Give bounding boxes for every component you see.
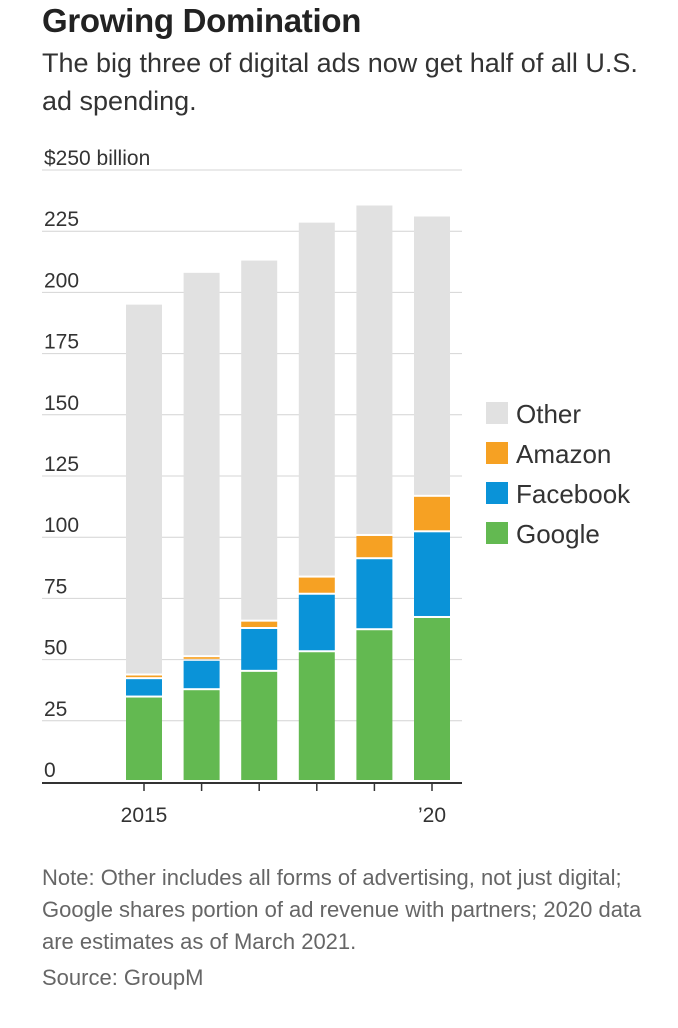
bar-facebook-2015 bbox=[126, 679, 162, 696]
bar-amazon-2017 bbox=[241, 621, 278, 627]
bar-google-2015 bbox=[126, 697, 162, 780]
axes: 0 25 50 75 100 125 150 175 200 225 $250 billion 201… bbox=[42, 147, 462, 827]
y-tick-label: 75 bbox=[44, 575, 67, 598]
bar-facebook-2018 bbox=[298, 594, 335, 651]
chart-title: Growing Domination bbox=[42, 2, 362, 39]
chart-note: Note: Other includes all forms of advert… bbox=[42, 865, 642, 954]
legend-swatch-amazon bbox=[486, 442, 508, 464]
bars bbox=[126, 205, 450, 780]
legend-label-facebook: Facebook bbox=[516, 479, 631, 509]
bar-other-2019 bbox=[356, 205, 393, 534]
legend-label-amazon: Amazon bbox=[516, 439, 611, 469]
x-tick-label: 2015 bbox=[121, 804, 168, 827]
legend: Other Amazon Facebook Google bbox=[486, 399, 631, 549]
bar-amazon-2018 bbox=[298, 577, 335, 593]
bar-google-2016 bbox=[183, 690, 220, 780]
x-tick-label: ’20 bbox=[418, 804, 446, 827]
y-tick-label: 50 bbox=[44, 637, 67, 660]
y-tick-label: 125 bbox=[44, 453, 79, 476]
y-tick-label: $250 billion bbox=[44, 147, 150, 170]
legend-swatch-google bbox=[486, 522, 508, 544]
bar-facebook-2019 bbox=[356, 559, 393, 629]
bar-facebook-2016 bbox=[183, 660, 220, 689]
bar-google-2018 bbox=[298, 652, 335, 780]
chart-source: Source: GroupM bbox=[42, 965, 204, 990]
legend-label-other: Other bbox=[516, 399, 581, 429]
bar-other-2018 bbox=[298, 222, 335, 576]
bar-google-2020 bbox=[414, 617, 450, 780]
stacked-bar-chart: 0 25 50 75 100 125 150 175 200 225 $250 billion 201… bbox=[42, 147, 631, 827]
y-tick-label: 0 bbox=[44, 759, 56, 782]
bar-facebook-2017 bbox=[241, 629, 278, 670]
bar-amazon-2016 bbox=[183, 657, 220, 659]
bar-other-2016 bbox=[183, 272, 220, 656]
bar-amazon-2015 bbox=[126, 675, 162, 678]
bar-amazon-2020 bbox=[414, 496, 450, 531]
y-tick-label: 225 bbox=[44, 208, 79, 231]
legend-label-google: Google bbox=[516, 519, 600, 549]
y-tick-label: 25 bbox=[44, 698, 67, 721]
bar-facebook-2020 bbox=[414, 532, 450, 616]
legend-swatch-facebook bbox=[486, 482, 508, 504]
bar-amazon-2019 bbox=[356, 535, 393, 558]
bar-other-2015 bbox=[126, 304, 162, 674]
y-tick-label: 100 bbox=[44, 514, 79, 537]
chart-subtitle: The big three of digital ads now get hal… bbox=[42, 48, 638, 116]
legend-swatch-other bbox=[486, 402, 508, 424]
y-tick-label: 150 bbox=[44, 392, 79, 415]
bar-google-2019 bbox=[356, 630, 393, 780]
bar-google-2017 bbox=[241, 671, 278, 780]
bar-other-2017 bbox=[241, 260, 278, 620]
y-tick-label: 175 bbox=[44, 331, 79, 354]
bar-other-2020 bbox=[414, 216, 450, 495]
y-tick-label: 200 bbox=[44, 269, 79, 292]
